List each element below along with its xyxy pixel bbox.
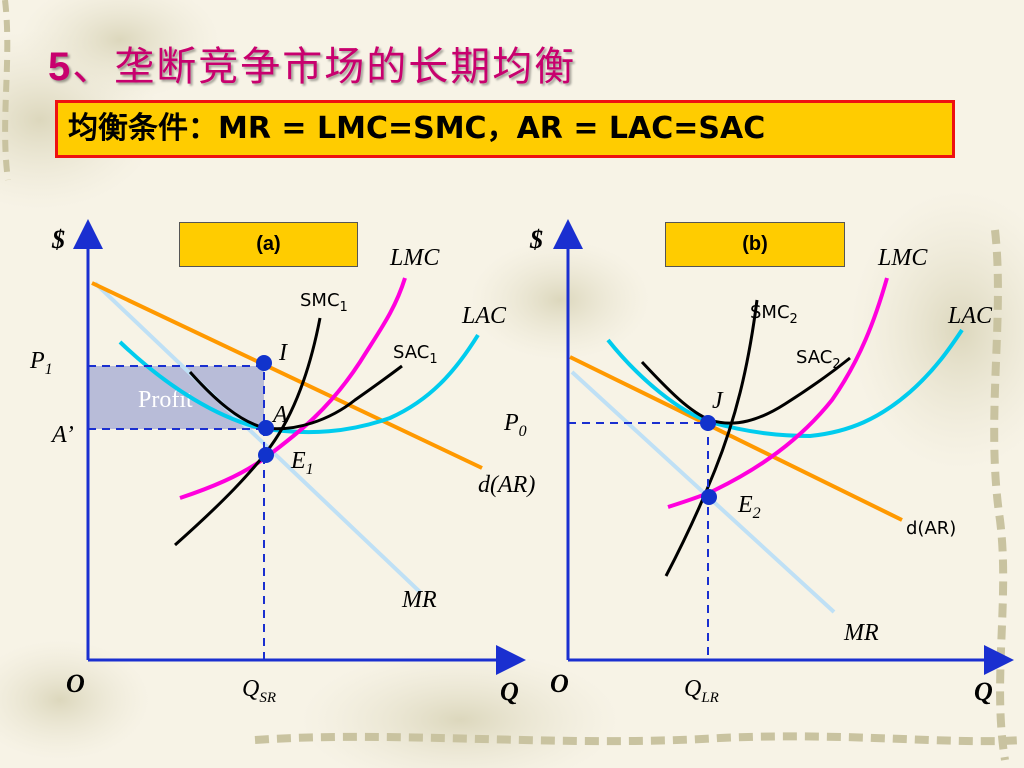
point-j bbox=[700, 415, 716, 431]
guide-p0-b bbox=[568, 422, 709, 660]
point-a bbox=[258, 420, 274, 436]
title-number: 5 bbox=[48, 45, 73, 89]
sac1-label: SAC1 bbox=[393, 342, 438, 367]
point-a-label: A bbox=[271, 402, 288, 428]
sac2-curve bbox=[640, 356, 851, 425]
lmc-curve-a bbox=[179, 277, 407, 500]
sac2-label: SAC2 bbox=[796, 347, 841, 372]
qsr-label: QSR bbox=[242, 676, 276, 706]
p0-label: P0 bbox=[503, 410, 527, 440]
sac1-curve bbox=[188, 364, 403, 431]
dar-curve-a bbox=[91, 281, 483, 470]
point-e2-label: E2 bbox=[737, 492, 761, 522]
title-text: 、垄断竞争市场的长期均衡 bbox=[72, 44, 577, 90]
panel-a-tag-text: (a) bbox=[256, 233, 281, 255]
equilibrium-condition-text: 均衡条件：MR = LMC=SMC，AR = LAC=SAC bbox=[68, 111, 766, 146]
lac-label-a: LAC bbox=[461, 303, 507, 329]
page-title: 5、垄断竞争市场的长期均衡 bbox=[48, 34, 576, 92]
panel-a-tag: (a) bbox=[179, 222, 358, 267]
dar-label-b: d(AR) bbox=[906, 518, 956, 539]
lac-curve-b bbox=[606, 328, 964, 439]
profit-label: Profit bbox=[138, 387, 193, 413]
point-e1-label: E1 bbox=[290, 448, 314, 478]
point-j-label: J bbox=[712, 388, 724, 414]
point-i-label: I bbox=[278, 340, 288, 366]
panel-b-tag: (b) bbox=[665, 222, 845, 267]
point-e2 bbox=[701, 489, 717, 505]
aprime-label: A’ bbox=[50, 422, 74, 448]
dar-curve-b bbox=[569, 355, 903, 522]
smc2-label: SMC2 bbox=[750, 302, 798, 327]
point-i bbox=[256, 355, 272, 371]
mr-curve-a bbox=[93, 281, 422, 594]
equilibrium-condition-box: 均衡条件：MR = LMC=SMC，AR = LAC=SAC bbox=[55, 100, 955, 158]
x-axis-label-a: Q bbox=[500, 677, 519, 706]
lac-curve-a bbox=[118, 333, 480, 435]
y-axis-label-a: $ bbox=[51, 225, 65, 254]
lmc-label-b: LMC bbox=[877, 245, 928, 271]
y-axis-label-b: $ bbox=[529, 225, 543, 254]
origin-label-a: O bbox=[66, 669, 85, 698]
smc1-curve bbox=[174, 317, 322, 547]
mr-label-a: MR bbox=[401, 587, 437, 613]
x-axis-label-b: Q bbox=[974, 677, 993, 706]
panel-a: Profit $ O Q LMC LAC SMC1 SAC1 d(AR) MR bbox=[29, 219, 535, 706]
panel-b-tag-text: (b) bbox=[742, 233, 768, 255]
qlr-label: QLR bbox=[684, 676, 719, 706]
origin-label-b: O bbox=[550, 669, 569, 698]
smc2-curve bbox=[664, 299, 759, 577]
p1-label: P1 bbox=[29, 348, 53, 378]
mr-label-b: MR bbox=[843, 620, 879, 646]
point-e1 bbox=[258, 447, 274, 463]
dar-label-a: d(AR) bbox=[478, 472, 535, 498]
lac-label-b: LAC bbox=[947, 303, 993, 329]
smc1-label: SMC1 bbox=[300, 290, 348, 315]
lmc-label-a: LMC bbox=[389, 245, 440, 271]
panel-b: $ O Q LMC LAC SMC2 SAC2 d(AR) MR P0 J E2… bbox=[503, 219, 1014, 706]
